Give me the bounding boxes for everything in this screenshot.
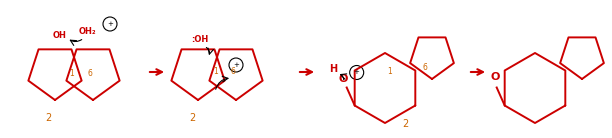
Text: O: O — [490, 72, 499, 83]
Text: OH₂: OH₂ — [78, 27, 96, 36]
Text: 6: 6 — [231, 67, 236, 76]
Text: H: H — [329, 64, 337, 75]
Text: 6: 6 — [422, 63, 427, 72]
Text: 2: 2 — [189, 113, 195, 123]
Text: 1: 1 — [387, 67, 392, 76]
Text: 6: 6 — [88, 70, 92, 79]
Text: :OH: :OH — [192, 35, 209, 44]
Text: OH: OH — [53, 30, 67, 39]
Text: 1: 1 — [214, 67, 218, 76]
Text: 2: 2 — [45, 113, 51, 123]
Text: 1: 1 — [70, 70, 75, 79]
Text: 2: 2 — [402, 119, 408, 129]
Text: O: O — [338, 75, 348, 84]
Text: +: + — [107, 21, 113, 27]
Text: +: + — [233, 62, 239, 68]
Text: +: + — [354, 70, 360, 75]
